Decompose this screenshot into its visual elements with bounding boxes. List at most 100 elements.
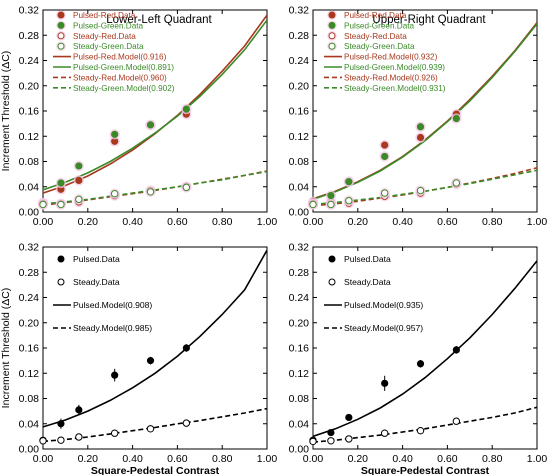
data-point-steady-data: [39, 437, 47, 445]
data-point-steady-green-data: [146, 188, 155, 196]
legend-marker-steady-green-data: [328, 42, 336, 50]
y-tick-label: 0.00: [289, 207, 310, 219]
y-tick-label: 0.00: [19, 444, 40, 456]
y-tick-label: 0.12: [19, 131, 40, 143]
x-tick-label: 0.60: [437, 453, 458, 465]
chart-panel-4: 0.00 0.04 0.08 0.12 0.16 0.20 0.24 0.28 0.32 0.00…: [289, 242, 548, 475]
y-axis-label: Increment Threshold (ΔC): [0, 51, 12, 172]
x-tick-label: 0.40: [122, 453, 143, 465]
model-line-pulsed-model: [43, 249, 267, 428]
legend-label-steady-green-model: Steady-Green.Model(0.931): [344, 84, 446, 93]
x-tick-label: 1.00: [257, 216, 278, 228]
legend-label-steady-green-model: Steady-Green.Model(0.902): [73, 84, 175, 93]
data-point-steady-green-data: [380, 189, 389, 197]
y-tick-label: 0.16: [19, 106, 40, 118]
data-point-steady-data: [327, 437, 335, 445]
y-tick-label: 0.00: [289, 444, 310, 456]
legend-label-steady-green-data: Steady-Green.Data: [73, 42, 144, 51]
data-point-pulsed-green-data: [75, 162, 83, 170]
y-tick-label: 0.12: [19, 368, 40, 380]
data-point-pulsed-data: [327, 428, 335, 437]
y-tick-label: 0.04: [289, 418, 310, 430]
legend-label-steady-red-model: Steady-Red.Model(0.926): [344, 73, 438, 82]
y-tick-label: 0.24: [289, 292, 310, 304]
legend-marker-pulsed-red-data: [57, 11, 65, 19]
x-tick-label: 0.80: [482, 216, 503, 228]
x-tick-label: 1.00: [527, 453, 548, 465]
legend-label-pulsed-green-model: Pulsed-Green.Model(0.939): [344, 63, 445, 72]
y-tick-label: 0.32: [289, 5, 310, 17]
data-point-steady-data: [75, 433, 83, 441]
y-tick-label: 0.28: [289, 267, 310, 279]
y-tick-label: 0.16: [289, 106, 310, 118]
chart-title: Upper-Right Quadrant: [372, 14, 486, 26]
x-tick-label: 0.80: [212, 216, 233, 228]
data-point-pulsed-data: [416, 360, 425, 368]
x-tick-label: 1.00: [257, 453, 278, 465]
x-tick-label: 0.00: [303, 453, 324, 465]
legend-label-pulsed-red-model: Pulsed-Red.Model(0.932): [344, 53, 438, 62]
legend-label-steady-red-model: Steady-Red.Model(0.960): [73, 73, 167, 82]
chart-panel-2: 0.00 0.04 0.08 0.12 0.16 0.20 0.24 0.28 0.32 0.00…: [289, 5, 548, 229]
x-tick-label: 0.60: [167, 453, 188, 465]
y-tick-label: 0.24: [19, 292, 40, 304]
y-tick-label: 0.04: [289, 181, 310, 193]
x-tick-label: 0.20: [78, 216, 99, 228]
data-point-pulsed-red-data: [416, 133, 425, 142]
y-tick-label: 0.08: [289, 393, 310, 405]
y-tick-label: 0.08: [19, 156, 40, 168]
data-point-steady-data: [57, 436, 65, 444]
model-line-pulsed-model: [313, 260, 537, 438]
legend-label-steady-data: Steady.Data: [73, 277, 120, 287]
legend-label-pulsed-model: Pulsed.Model(0.908): [73, 300, 152, 310]
x-tick-label: 0.40: [122, 216, 143, 228]
legend-marker-steady-red-data: [328, 32, 336, 40]
y-tick-label: 0.28: [19, 30, 40, 42]
data-point-steady-data: [309, 437, 317, 446]
legend-marker-steady-data: [57, 278, 65, 286]
y-tick-label: 0.32: [289, 242, 310, 254]
legend-label-steady-red-data: Steady-Red.Data: [344, 32, 407, 41]
x-tick-label: 0.00: [33, 216, 54, 228]
data-point-steady-data: [146, 425, 155, 433]
x-tick-label: 0.80: [212, 453, 233, 465]
data-point-steady-data: [345, 435, 353, 443]
data-point-pulsed-green-data: [111, 130, 119, 138]
legend-label-pulsed-red-model: Pulsed-Red.Model(0.916): [73, 53, 167, 62]
y-tick-label: 0.08: [19, 393, 40, 405]
legend-label-pulsed-data: Pulsed.Data: [344, 254, 391, 264]
legend-label-steady-green-data: Steady-Green.Data: [344, 42, 415, 51]
data-point-pulsed-data: [345, 413, 353, 422]
data-point-steady-data: [380, 429, 389, 437]
y-tick-label: 0.20: [19, 80, 40, 92]
data-point-steady-green-data: [110, 189, 119, 198]
data-point-steady-green-data: [182, 183, 191, 192]
legend-marker-steady-data: [328, 278, 336, 286]
legend: Pulsed.Data Steady.Data Pulsed.Model(0.935…: [324, 254, 423, 333]
data-point-steady-green-data: [75, 195, 83, 204]
y-tick-label: 0.00: [19, 207, 40, 219]
x-axis-label: Square-Pedestal Contrast: [361, 465, 490, 475]
legend: Pulsed.Data Steady.Data Pulsed.Model(0.908…: [53, 254, 152, 333]
x-tick-label: 0.80: [482, 453, 503, 465]
x-tick-label: 0.00: [303, 216, 324, 228]
data-point-pulsed-data: [57, 420, 65, 428]
y-tick-label: 0.24: [289, 55, 310, 67]
y-tick-label: 0.04: [19, 418, 40, 430]
legend-label-pulsed-green-data: Pulsed-Green.Data: [344, 21, 415, 30]
legend-marker-pulsed-red-data: [328, 11, 336, 19]
x-tick-label: 0.20: [348, 453, 369, 465]
data-point-steady-data: [110, 429, 119, 437]
legend-marker-steady-red-data: [57, 32, 65, 40]
data-point-pulsed-data: [111, 371, 119, 379]
y-tick-label: 0.32: [19, 242, 40, 254]
data-point-pulsed-green-data: [381, 152, 389, 161]
data-point-steady-green-data: [309, 200, 317, 209]
y-axis-label: Increment Threshold (ΔC): [0, 288, 12, 409]
y-tick-label: 0.08: [289, 156, 310, 168]
y-tick-label: 0.28: [289, 30, 310, 42]
data-point-pulsed-green-data: [327, 191, 335, 200]
legend-label-steady-model: Steady.Model(0.985): [73, 323, 152, 333]
